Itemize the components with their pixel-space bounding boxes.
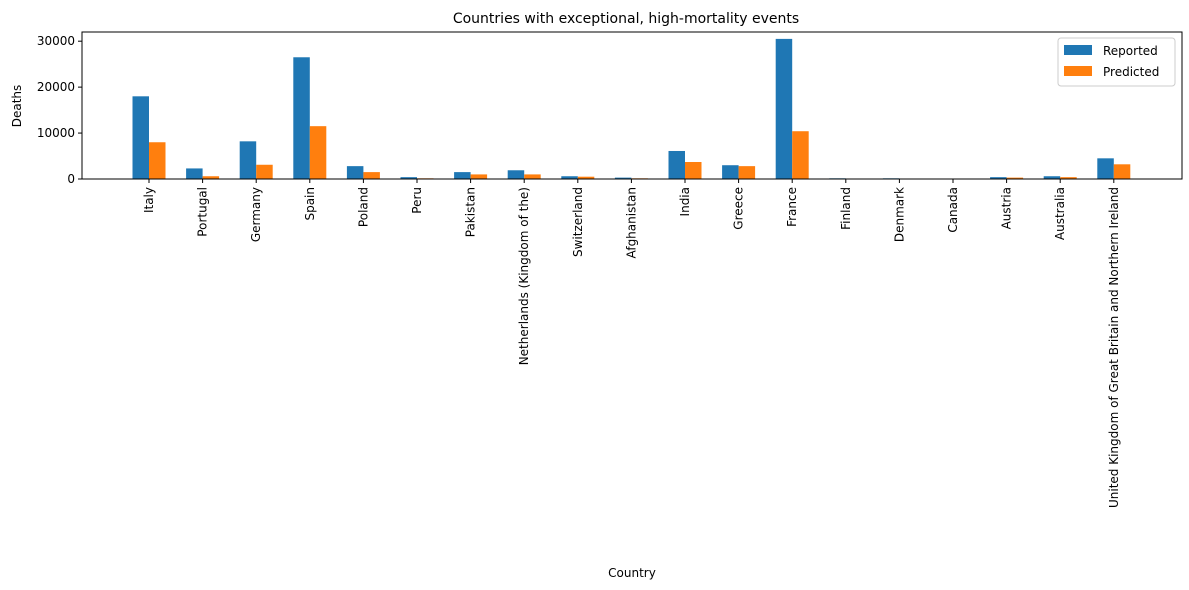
bar-predicted-poland <box>363 172 380 179</box>
x-tick-label-poland: Poland <box>356 187 370 227</box>
bar-reported-austria <box>990 177 1007 179</box>
x-tick-label-united-kingdom-of-great-britain-and-northern-ireland: United Kingdom of Great Britain and Nort… <box>1107 187 1121 508</box>
x-axis-label: Country <box>608 566 656 580</box>
bar-predicted-united-kingdom-of-great-britain-and-northern-ireland <box>1113 164 1131 179</box>
bar-reported-germany <box>239 141 257 179</box>
y-tick-label: 30000 <box>37 34 75 48</box>
x-tick-label-greece: Greece <box>732 187 746 230</box>
y-axis-label: Deaths <box>10 85 24 128</box>
bar-reported-afghanistan <box>614 177 632 179</box>
bar-reported-france <box>775 38 793 179</box>
chart-title: Countries with exceptional, high-mortali… <box>453 11 799 27</box>
x-tick-label-denmark: Denmark <box>892 187 906 242</box>
legend: Reported Predicted <box>1057 37 1176 87</box>
x-tick-label-pakistan: Pakistan <box>464 187 478 237</box>
bar-predicted-spain <box>309 126 327 179</box>
bar-reported-switzerland <box>561 176 578 179</box>
bar-reported-australia <box>1043 176 1061 179</box>
y-tick-label: 10000 <box>37 126 75 140</box>
bar-predicted-switzerland <box>577 176 595 179</box>
bar-reported-india <box>668 150 685 179</box>
bar-predicted-germany <box>256 164 273 179</box>
bar-reported-netherlands-kingdom-of-the <box>507 170 525 179</box>
legend-swatch-predicted <box>1064 66 1092 76</box>
bar-predicted-france <box>792 131 809 179</box>
bar-predicted-italy <box>149 142 166 179</box>
bar-reported-peru <box>400 177 417 179</box>
bar-predicted-netherlands-kingdom-of-the <box>524 174 541 179</box>
x-tick-label-india: India <box>678 187 692 216</box>
bar-reported-spain <box>293 57 310 179</box>
x-tick-label-spain: Spain <box>303 187 317 221</box>
bar-reported-poland <box>346 166 364 179</box>
bars <box>132 38 1131 179</box>
bar-reported-italy <box>132 96 149 179</box>
y-tick-label: 20000 <box>37 80 75 94</box>
x-tick-label-australia: Australia <box>1053 187 1067 240</box>
bar-reported-portugal <box>186 168 203 179</box>
bar-predicted-portugal <box>202 176 220 179</box>
x-tick-label-switzerland: Switzerland <box>571 187 585 257</box>
bar-predicted-austria <box>1006 177 1024 179</box>
bar-predicted-india <box>685 162 702 179</box>
bar-predicted-pakistan <box>470 174 488 179</box>
x-tick-label-canada: Canada <box>946 187 960 233</box>
bar-reported-united-kingdom-of-great-britain-and-northern-ireland <box>1097 158 1114 179</box>
bar-predicted-greece <box>738 166 756 179</box>
x-tick-label-austria: Austria <box>1000 187 1014 229</box>
x-tick-label-germany: Germany <box>249 187 263 242</box>
legend-label-predicted: Predicted <box>1103 65 1159 79</box>
x-axis-ticks: Italy Portugal Germany Spain Poland Peru Pakis… <box>142 179 1121 508</box>
y-tick-label: 0 <box>67 172 75 186</box>
x-tick-label-peru: Peru <box>410 187 424 214</box>
legend-label-reported: Reported <box>1103 44 1158 58</box>
legend-swatch-reported <box>1064 45 1092 55</box>
x-tick-label-italy: Italy <box>142 187 156 213</box>
bar-reported-greece <box>722 165 739 179</box>
bar-predicted-australia <box>1060 177 1077 179</box>
plot-area-frame <box>81 31 1183 180</box>
x-tick-label-netherlands-kingdom-of-the: Netherlands (Kingdom of the) <box>517 187 531 365</box>
x-tick-label-finland: Finland <box>839 187 853 230</box>
x-tick-label-portugal: Portugal <box>196 187 210 237</box>
x-tick-label-afghanistan: Afghanistan <box>624 187 638 258</box>
x-tick-label-france: France <box>785 187 799 227</box>
bar-reported-pakistan <box>454 172 471 179</box>
y-axis-ticks: 0 10000 20000 30000 <box>37 34 82 186</box>
